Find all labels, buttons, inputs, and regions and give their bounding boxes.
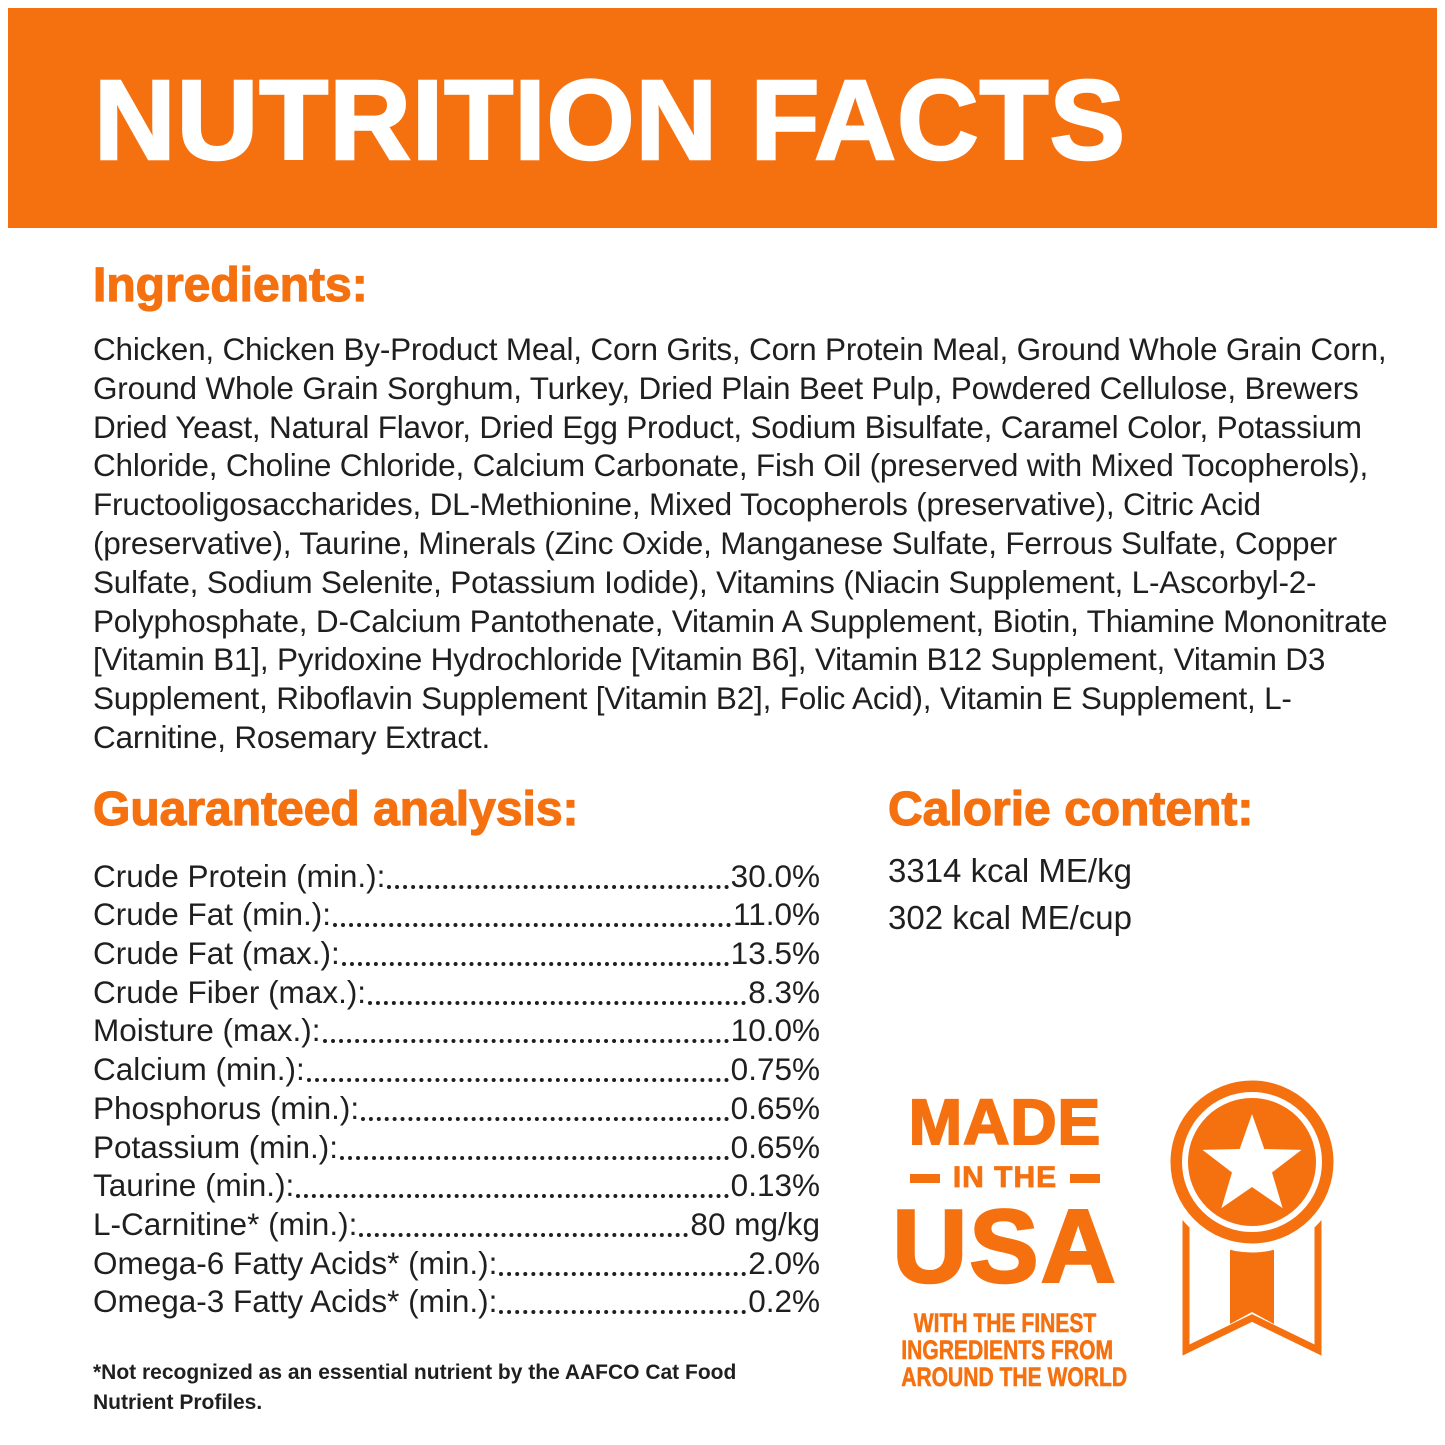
footnote-line: *Not recognized as an essential nutrient… xyxy=(93,1361,737,1384)
footnote-line: Nutrient Profiles. xyxy=(93,1391,263,1414)
row-value: 0.65% xyxy=(730,1089,820,1126)
guaranteed-analysis-table: Crude Protein (min.): 30.0% Crude Fat (mi… xyxy=(93,856,820,1320)
made-text: MADE xyxy=(908,1086,1102,1158)
usa-tagline: WITH THE FINEST INGREDIENTS FROM AROUND … xyxy=(872,1307,1138,1392)
page-title: NUTRITION FACTS xyxy=(93,56,1126,183)
row-value: 8.3% xyxy=(748,973,820,1010)
table-row: Crude Fiber (max.): 8.3% xyxy=(93,972,820,1011)
row-value: 0.13% xyxy=(730,1167,820,1204)
left-dash xyxy=(909,1173,940,1183)
row-label: Omega-3 Fatty Acids* (min.): xyxy=(93,1283,498,1320)
table-row: Phosphorus (min.): 0.65% xyxy=(93,1088,820,1127)
dot-leader xyxy=(322,1039,729,1044)
usa-text: USA xyxy=(891,1189,1118,1305)
table-row: Crude Protein (min.): 30.0% xyxy=(93,856,820,895)
dot-leader xyxy=(296,1194,729,1199)
table-row: Taurine (min.): 0.13% xyxy=(93,1166,820,1205)
row-label: Crude Fat (max.): xyxy=(93,935,340,972)
row-label: Phosphorus (min.): xyxy=(93,1089,360,1126)
row-label: Crude Fiber (max.): xyxy=(93,973,367,1010)
row-value: 10.0% xyxy=(730,1012,820,1049)
calorie-kg-line: 3314 kcal ME/kg xyxy=(888,852,1132,889)
row-value: 0.2% xyxy=(748,1283,820,1320)
tagline-line: INGREDIENTS FROM xyxy=(901,1334,1114,1365)
star-icon xyxy=(1202,1114,1302,1209)
medal-ring xyxy=(1182,1092,1322,1232)
dot-leader xyxy=(499,1310,747,1315)
row-value: 0.65% xyxy=(730,1128,820,1165)
calorie-content-heading: Calorie content: xyxy=(887,782,1254,836)
dot-leader xyxy=(368,1000,747,1005)
dot-leader xyxy=(333,923,732,928)
row-label: Calcium (min.): xyxy=(93,1051,305,1088)
dot-leader xyxy=(341,962,729,967)
row-label: Potassium (min.): xyxy=(93,1128,339,1165)
dot-leader xyxy=(499,1271,747,1276)
tagline-line: WITH THE FINEST xyxy=(913,1307,1097,1338)
dot-leader xyxy=(359,1232,689,1237)
ingredients-heading: Ingredients: xyxy=(92,258,368,312)
table-row: Moisture (max.): 10.0% xyxy=(93,1011,820,1050)
row-label: Moisture (max.): xyxy=(93,1012,321,1049)
calorie-cup-line: 302 kcal ME/cup xyxy=(888,899,1132,936)
table-row: Crude Fat (max.): 13.5% xyxy=(93,933,820,972)
row-label: Crude Protein (min.): xyxy=(93,857,386,894)
tagline-line: AROUND THE WORLD xyxy=(901,1361,1128,1392)
aafco-footnote: *Not recognized as an essential nutrient… xyxy=(93,1358,813,1418)
row-label: Crude Fat (min.): xyxy=(93,896,332,933)
ingredients-text: Chicken, Chicken By-Product Meal, Corn G… xyxy=(93,331,1388,755)
table-row: Omega-6 Fatty Acids* (min.): 2.0% xyxy=(93,1243,820,1282)
dot-leader xyxy=(340,1155,729,1160)
guaranteed-analysis-heading: Guaranteed analysis: xyxy=(92,782,579,836)
dot-leader xyxy=(306,1078,729,1083)
row-value: 13.5% xyxy=(730,935,820,972)
header-band: NUTRITION FACTS xyxy=(8,8,1437,228)
table-row: Crude Fat (min.): 11.0% xyxy=(93,895,820,934)
right-dash xyxy=(1070,1173,1101,1183)
award-ribbon-star-icon xyxy=(1161,1072,1340,1356)
dot-leader xyxy=(361,1116,729,1121)
table-row: Potassium (min.): 0.65% xyxy=(93,1127,820,1166)
row-label: Omega-6 Fatty Acids* (min.): xyxy=(93,1244,498,1281)
table-row: L-Carnitine* (min.): 80 mg/kg xyxy=(93,1204,820,1243)
table-row: Calcium (min.): 0.75% xyxy=(93,1049,820,1088)
row-value: 0.75% xyxy=(730,1051,820,1088)
in-the-text: IN THE xyxy=(952,1161,1058,1195)
dot-leader xyxy=(387,884,729,889)
row-value: 11.0% xyxy=(733,896,820,933)
row-label: Taurine (min.): xyxy=(93,1167,295,1204)
row-label: L-Carnitine* (min.): xyxy=(93,1205,358,1242)
made-in-usa-badge: MADE IN THE USA WITH THE FINEST INGREDIE… xyxy=(872,1086,1138,1392)
row-value: 80 mg/kg xyxy=(690,1205,820,1242)
in-the-row: IN THE xyxy=(872,1161,1138,1195)
row-value: 30.0% xyxy=(730,857,820,894)
table-row: Omega-3 Fatty Acids* (min.): 0.2% xyxy=(93,1282,820,1321)
row-value: 2.0% xyxy=(748,1244,820,1281)
